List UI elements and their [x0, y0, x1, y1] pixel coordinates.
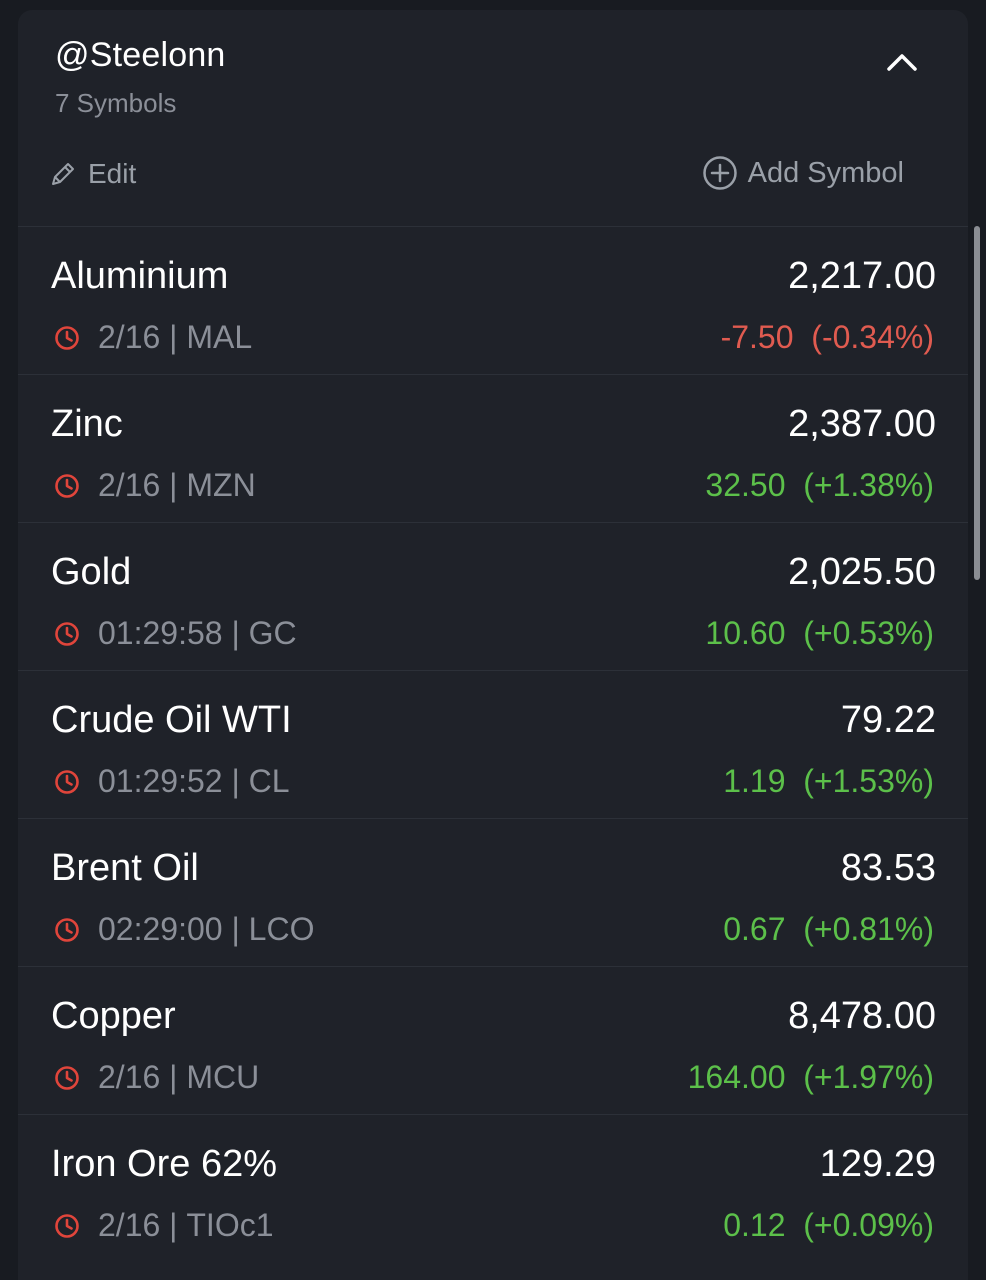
symbol-row[interactable]: Iron Ore 62% 129.29 2/16 | TIOc1 0.12 (+…	[18, 1115, 968, 1262]
symbol-name: Copper	[51, 995, 176, 1037]
symbol-time: 02:29:00	[98, 911, 223, 947]
add-symbol-label: Add Symbol	[747, 156, 904, 189]
meta-separator: |	[160, 1059, 187, 1095]
symbol-time: 2/16	[98, 1059, 161, 1095]
symbol-time: 2/16	[98, 467, 161, 503]
meta-separator: |	[160, 1207, 187, 1243]
symbol-name: Aluminium	[51, 255, 229, 297]
symbol-time: 01:29:52	[98, 763, 223, 799]
watchlist-header: @Steelonn 7 Symbols Edit	[18, 10, 968, 227]
symbol-price: 129.29	[819, 1143, 936, 1185]
clock-icon	[54, 1065, 80, 1091]
clock-icon	[54, 769, 80, 795]
edit-button[interactable]: Edit	[48, 154, 136, 194]
change-percent: (+1.38%)	[803, 467, 934, 503]
clock-icon	[54, 473, 80, 499]
change-percent: (+0.81%)	[803, 911, 934, 947]
clock-icon	[54, 621, 80, 647]
symbol-change: -7.50 (-0.34%)	[721, 319, 934, 356]
change-value: 164.00	[687, 1059, 786, 1095]
change-percent: (+0.53%)	[803, 615, 934, 651]
symbol-change: 0.12 (+0.09%)	[723, 1207, 934, 1244]
symbol-ticker: TIOc1	[186, 1207, 274, 1243]
symbol-name: Gold	[51, 551, 132, 593]
symbol-meta: 01:29:52 | CL	[54, 763, 290, 800]
symbol-row[interactable]: Gold 2,025.50 01:29:58 | GC 10.60 (+0.53…	[18, 523, 968, 671]
symbol-change: 10.60 (+0.53%)	[705, 615, 934, 652]
meta-separator: |	[222, 911, 249, 947]
symbol-price: 79.22	[840, 699, 936, 741]
symbol-ticker: MCU	[186, 1059, 260, 1095]
symbol-name: Brent Oil	[51, 847, 199, 889]
watchlist-card: @Steelonn 7 Symbols Edit	[18, 10, 968, 1280]
clock-icon	[54, 325, 80, 351]
change-value: 32.50	[705, 467, 786, 503]
symbol-time: 01:29:58	[98, 615, 223, 651]
symbol-price: 2,387.00	[788, 403, 936, 445]
symbol-meta: 2/16 | MCU	[54, 1059, 259, 1096]
symbol-ticker: CL	[248, 763, 290, 799]
symbol-price: 8,478.00	[788, 995, 936, 1037]
symbol-time: 2/16	[98, 319, 161, 355]
symbol-row[interactable]: Copper 8,478.00 2/16 | MCU 164.00 (+1.97…	[18, 967, 968, 1115]
symbol-meta: 2/16 | TIOc1	[54, 1207, 274, 1244]
change-value: 0.12	[723, 1207, 786, 1243]
symbol-change: 0.67 (+0.81%)	[723, 911, 934, 948]
symbol-row[interactable]: Brent Oil 83.53 02:29:00 | LCO 0.67 (+0.…	[18, 819, 968, 967]
symbol-name: Iron Ore 62%	[51, 1143, 277, 1185]
symbol-list: Aluminium 2,217.00 2/16 | MAL -7.50 (-0.…	[18, 227, 968, 1262]
pencil-icon	[52, 163, 74, 185]
symbol-name: Crude Oil WTI	[51, 699, 292, 741]
symbol-ticker: MAL	[186, 319, 253, 355]
symbol-count: 7 Symbols	[55, 88, 177, 118]
meta-separator: |	[160, 467, 187, 503]
change-percent: (-0.34%)	[811, 319, 934, 355]
symbol-price: 83.53	[840, 847, 936, 889]
symbol-meta: 2/16 | MAL	[54, 319, 252, 356]
symbol-price: 2,217.00	[788, 255, 936, 297]
symbol-meta: 2/16 | MZN	[54, 467, 256, 504]
meta-separator: |	[222, 615, 249, 651]
meta-separator: |	[222, 763, 249, 799]
symbol-row[interactable]: Zinc 2,387.00 2/16 | MZN 32.50 (+1.38%)	[18, 375, 968, 523]
symbol-name: Zinc	[51, 403, 123, 445]
clock-icon	[54, 917, 80, 943]
chevron-up-icon	[887, 54, 917, 71]
symbol-meta: 01:29:58 | GC	[54, 615, 297, 652]
symbol-change: 32.50 (+1.38%)	[705, 467, 934, 504]
change-percent: (+1.53%)	[803, 763, 934, 799]
symbol-ticker: LCO	[248, 911, 315, 947]
symbol-row[interactable]: Aluminium 2,217.00 2/16 | MAL -7.50 (-0.…	[18, 227, 968, 375]
symbol-row[interactable]: Crude Oil WTI 79.22 01:29:52 | CL 1.19 (…	[18, 671, 968, 819]
change-percent: (+0.09%)	[803, 1207, 934, 1243]
plus-circle-icon	[702, 156, 737, 190]
edit-label: Edit	[88, 158, 137, 189]
scrollbar[interactable]	[974, 226, 980, 580]
watchlist-title[interactable]: @Steelonn	[55, 36, 226, 74]
symbol-meta: 02:29:00 | LCO	[54, 911, 314, 948]
symbol-change: 1.19 (+1.53%)	[723, 763, 934, 800]
symbol-time: 2/16	[98, 1207, 161, 1243]
change-percent: (+1.97%)	[803, 1059, 934, 1095]
symbol-ticker: MZN	[186, 467, 256, 503]
collapse-button[interactable]	[880, 40, 924, 84]
clock-icon	[54, 1213, 80, 1239]
change-value: 1.19	[723, 763, 786, 799]
symbol-ticker: GC	[248, 615, 297, 651]
symbol-change: 164.00 (+1.97%)	[688, 1059, 934, 1096]
change-value: 10.60	[705, 615, 786, 651]
meta-separator: |	[160, 319, 187, 355]
symbol-price: 2,025.50	[788, 551, 936, 593]
change-value: -7.50	[720, 319, 794, 355]
change-value: 0.67	[723, 911, 786, 947]
add-symbol-button[interactable]: Add Symbol	[702, 152, 904, 194]
